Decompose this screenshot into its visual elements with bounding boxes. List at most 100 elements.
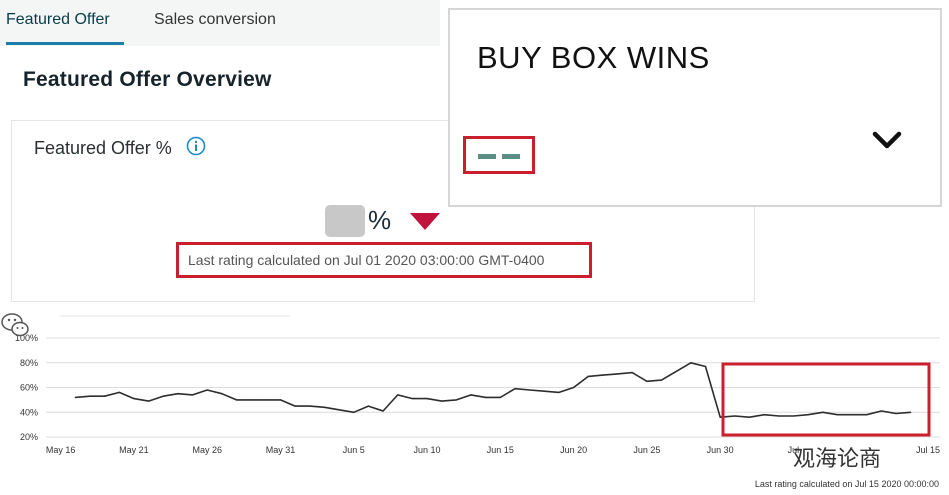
data-point xyxy=(148,400,150,402)
data-point xyxy=(192,394,194,396)
x-tick-label: Jun 5 xyxy=(343,445,365,455)
line-chart: 100% 80% 60% 40% 20% May 16 May 21 May 26 May 31… xyxy=(15,315,940,455)
data-point xyxy=(690,362,692,364)
dash-placeholder xyxy=(502,154,520,159)
data-point xyxy=(851,414,853,416)
data-point xyxy=(910,411,912,413)
x-tick-label: Jun 20 xyxy=(560,445,587,455)
data-point xyxy=(763,414,765,416)
data-point xyxy=(426,398,428,400)
page-title: Featured Offer Overview xyxy=(23,68,272,91)
data-point xyxy=(485,396,487,398)
data-point xyxy=(704,365,707,368)
watermark-text: 观海论商 xyxy=(793,446,882,471)
percent-sign: % xyxy=(368,205,392,235)
data-point xyxy=(822,411,824,413)
series-line xyxy=(75,361,911,418)
y-tick-label: 60% xyxy=(20,383,38,393)
data-point xyxy=(397,394,399,396)
tab-featured-offer[interactable]: Featured Offer xyxy=(6,0,124,46)
data-point xyxy=(206,389,208,391)
chart-highlight-box xyxy=(721,362,931,437)
data-point xyxy=(646,380,648,382)
buy-box-value-highlight xyxy=(463,136,535,174)
data-point xyxy=(338,409,340,411)
data-point xyxy=(89,395,91,397)
x-tick-label: Jul 15 xyxy=(916,445,940,455)
data-point xyxy=(617,373,619,375)
data-point xyxy=(587,375,589,377)
rating-timestamp: Last rating calculated on Jul 01 2020 03… xyxy=(188,252,545,268)
tab-featured-offer-label: Featured Offer xyxy=(6,11,110,28)
data-point xyxy=(133,398,135,400)
tab-bar: Featured Offer Sales conversion xyxy=(0,0,440,46)
data-point xyxy=(74,396,76,398)
data-point xyxy=(250,399,252,401)
x-tick-label: May 21 xyxy=(119,445,149,455)
tab-sales-conversion-label: Sales conversion xyxy=(154,11,276,28)
data-point xyxy=(514,388,516,390)
data-point xyxy=(792,415,795,417)
data-point xyxy=(367,405,369,407)
data-point xyxy=(455,399,457,401)
data-point xyxy=(573,386,575,389)
buy-box-wins-panel: BUY BOX WINS xyxy=(448,8,942,207)
data-point xyxy=(719,416,721,418)
data-point xyxy=(895,412,897,415)
data-point xyxy=(411,398,413,400)
data-point xyxy=(529,389,531,391)
x-tick-label: Jun 25 xyxy=(633,445,660,455)
x-tick-label: May 16 xyxy=(46,445,76,455)
x-tick-label: Jun 10 xyxy=(414,445,441,455)
buy-box-wins-title: BUY BOX WINS xyxy=(477,40,710,75)
data-point xyxy=(675,370,677,372)
x-tick-label: May 31 xyxy=(266,445,296,455)
data-point xyxy=(602,374,604,376)
x-tick-label: Jul xyxy=(788,445,800,455)
data-point xyxy=(162,395,164,397)
data-point xyxy=(309,405,311,407)
info-icon[interactable] xyxy=(186,136,206,156)
data-point xyxy=(880,410,883,412)
data-point xyxy=(118,391,120,393)
data-point xyxy=(323,406,326,408)
chart-footnote: Last rating calculated on Jul 15 2020 00… xyxy=(754,479,939,489)
data-point xyxy=(807,414,809,416)
data-point xyxy=(543,390,545,392)
data-point xyxy=(778,415,780,417)
featured-offer-chart: 100% 80% 60% 40% 20% May 16 May 21 May 26 May 31… xyxy=(0,310,949,495)
chevron-down-icon[interactable] xyxy=(870,128,904,154)
y-tick-label: 20% xyxy=(20,432,38,442)
tab-sales-conversion[interactable]: Sales conversion xyxy=(154,0,276,46)
rating-highlight-box: Last rating calculated on Jul 01 2020 03… xyxy=(176,242,592,278)
data-point xyxy=(382,410,384,412)
down-triangle-icon xyxy=(410,213,440,230)
x-tick-label: May 26 xyxy=(192,445,222,455)
data-point xyxy=(279,399,282,401)
data-point xyxy=(748,416,751,418)
data-point xyxy=(104,395,106,397)
dash-placeholder xyxy=(478,154,496,159)
data-point xyxy=(221,393,223,395)
data-point xyxy=(499,396,501,398)
data-point xyxy=(631,372,633,374)
data-point xyxy=(441,400,443,402)
data-point xyxy=(734,415,736,417)
featured-offer-value-redacted xyxy=(325,205,365,237)
data-point xyxy=(470,394,472,396)
data-point xyxy=(660,379,663,381)
data-point xyxy=(353,411,355,413)
data-point xyxy=(294,405,296,407)
x-tick-label: Jun 30 xyxy=(707,445,734,455)
data-point xyxy=(866,414,868,416)
data-point xyxy=(558,391,560,393)
data-point xyxy=(177,393,179,395)
featured-offer-label: Featured Offer % xyxy=(34,138,172,158)
y-tick-label: 80% xyxy=(20,358,38,368)
data-point xyxy=(265,399,267,401)
x-tick-label: Jun 15 xyxy=(487,445,514,455)
y-tick-label: 100% xyxy=(15,333,38,343)
wechat-icon xyxy=(1,313,29,337)
data-point xyxy=(235,399,238,401)
data-point xyxy=(836,414,839,416)
